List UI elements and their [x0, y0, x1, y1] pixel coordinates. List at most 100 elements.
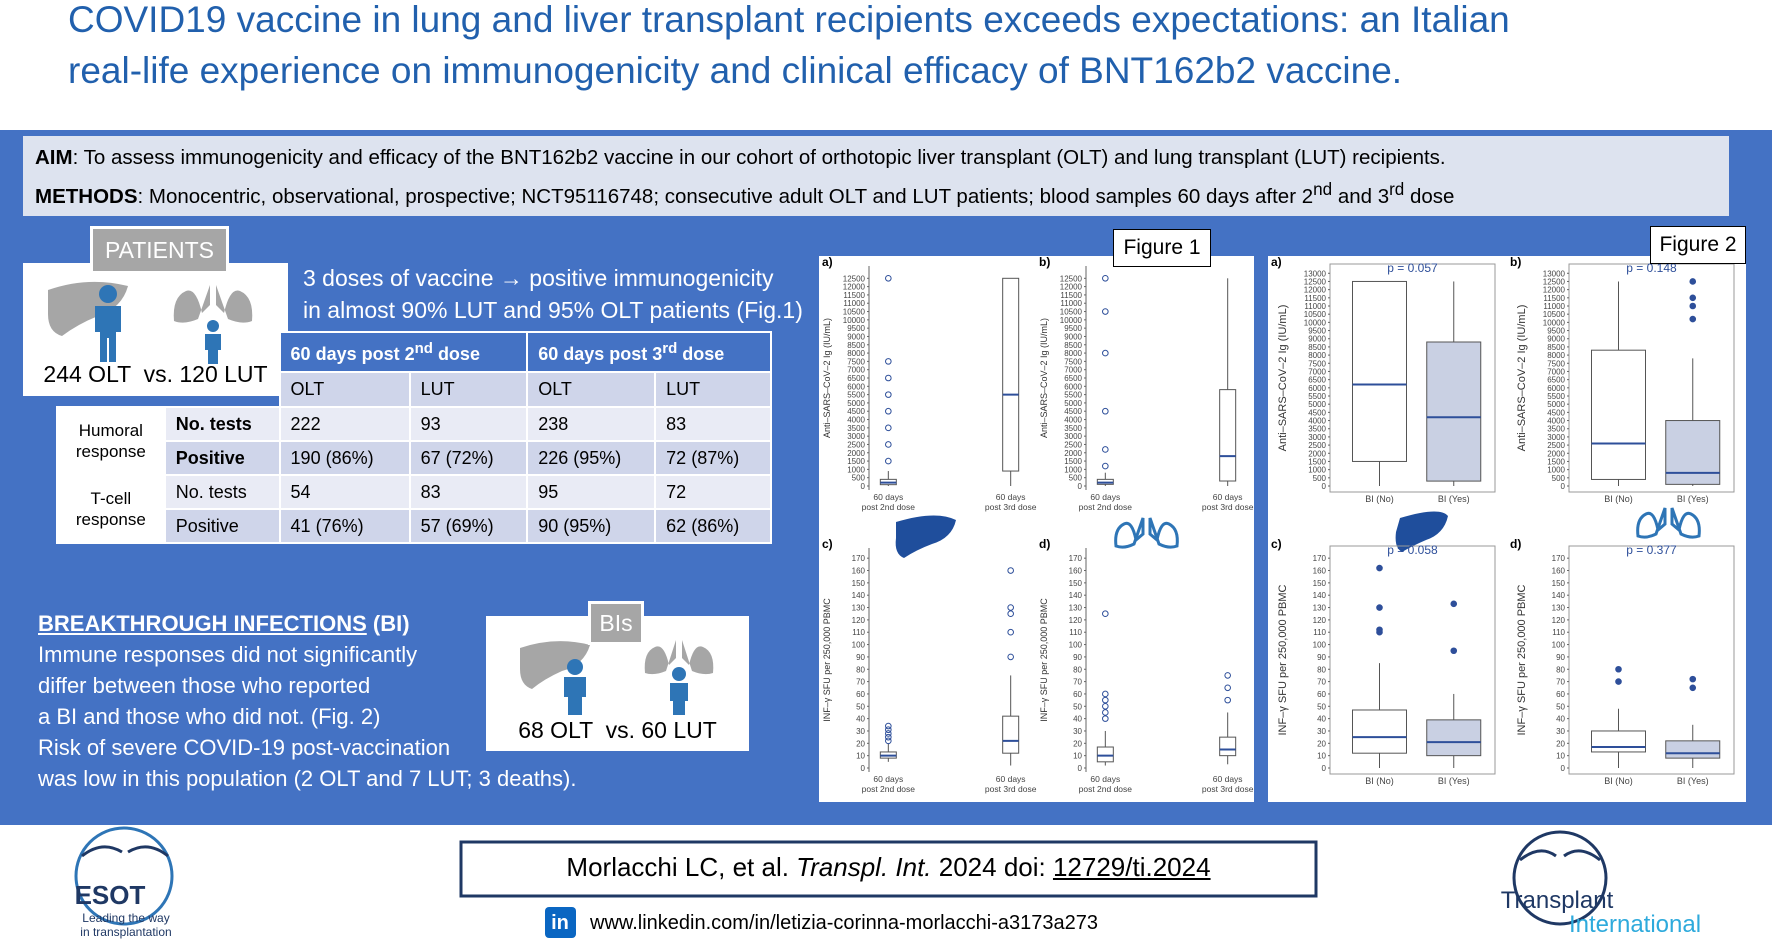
plot-frame [1568, 545, 1735, 775]
y-tick-label: 2000 [1308, 449, 1326, 458]
y-axis-title: INF–γ SFU per 250,000 PBMC [1039, 598, 1049, 722]
panel-label: a) [1271, 255, 1282, 269]
y-tick-label: 9000 [847, 332, 865, 341]
y-tick-label: 11000 [1304, 302, 1326, 311]
group-name: Humoral [78, 421, 143, 440]
y-tick-label: 3000 [1064, 432, 1082, 441]
year-doi: 2024 doi: [931, 852, 1053, 882]
y-tick-label: 150 [852, 579, 866, 588]
outlier [1102, 690, 1109, 698]
figure2-panel [1268, 256, 1746, 802]
header-text: dose [432, 343, 480, 364]
outlier [1450, 647, 1458, 655]
box [1219, 736, 1237, 757]
y-tick-label: 60 [1073, 690, 1082, 699]
y-tick-label: 90 [856, 653, 865, 662]
y-tick-label: 1000 [1547, 466, 1565, 475]
y-tick-label: 4000 [1064, 416, 1082, 425]
outlier [885, 733, 892, 741]
subheader-cell: OLT [278, 371, 411, 408]
outlier [885, 441, 892, 448]
lungs-icon [644, 640, 714, 675]
outlier [885, 722, 892, 730]
outlier [885, 374, 892, 382]
y-tick-label: 1000 [1308, 466, 1326, 475]
y-tick-label: 1500 [1064, 457, 1082, 466]
y-axis-title: Anti–SARS–CoV–2 Ig (IU/mL) [822, 318, 832, 438]
title-line: COVID19 vaccine in lung and liver transp… [68, 0, 1510, 40]
figure2-tab: Figure 2 [1650, 226, 1746, 264]
p-value: p = 0.148 [1626, 261, 1677, 275]
aim: AIM: To assess immunogenicity and effica… [35, 142, 1717, 174]
x-tick-label: 60 days [996, 774, 1026, 784]
y-tick-label: 130 [852, 604, 866, 613]
outlier [1102, 696, 1109, 704]
y-tick-label: 9500 [1547, 327, 1565, 336]
x-tick-label: post 3rd dose [1202, 784, 1254, 794]
figure1-panel [819, 256, 1254, 802]
box [1352, 709, 1407, 754]
y-tick-label: 30 [1317, 727, 1326, 736]
table-cell: 226 (95%) [526, 440, 657, 476]
y-tick-label: 5500 [847, 391, 865, 400]
y-tick-label: 12500 [1543, 277, 1566, 286]
y-tick-label: 6500 [1064, 374, 1082, 383]
patients-tab: PATIENTS [90, 226, 229, 274]
x-tick-label: post 2nd dose [1079, 502, 1133, 512]
y-tick-label: 70 [1556, 678, 1565, 687]
breakthrough: BREAKTHROUGH INFECTIONS (BI) Immune resp… [38, 608, 576, 794]
y-tick-label: 2000 [1547, 449, 1565, 458]
y-tick-label: 9000 [1064, 332, 1082, 341]
bi-line: a BI and those who did not. (Fig. 2) [38, 704, 381, 729]
highlight: 3 doses of vaccine → positive immunogeni… [303, 262, 803, 326]
y-tick-label: 170 [1313, 554, 1327, 563]
y-tick-label: 30 [856, 727, 865, 736]
y-tick-label: 150 [1069, 579, 1083, 588]
y-tick-label: 120 [1069, 616, 1083, 625]
y-tick-label: 40 [856, 715, 865, 724]
y-tick-label: 40 [1556, 715, 1565, 724]
y-tick-label: 5000 [1064, 399, 1082, 408]
doi[interactable]: 12729/ti.2024 [1052, 852, 1211, 882]
row-label: No. tests [163, 406, 281, 442]
y-tick-label: 4500 [1308, 408, 1326, 417]
outlier [885, 407, 892, 415]
sup: nd [414, 339, 433, 357]
methods-text: : Monocentric, observational, prospectiv… [137, 184, 1314, 208]
y-tick-label: 10 [1556, 752, 1565, 761]
table-cell: 222 [278, 406, 411, 442]
y-tick-label: 5500 [1308, 392, 1326, 401]
p-value: p = 0.058 [1387, 543, 1438, 557]
methods: METHODS: Monocentric, observational, pro… [35, 174, 1717, 208]
x-tick-label: BI (Yes) [1677, 494, 1709, 504]
x-tick-label: BI (Yes) [1677, 776, 1709, 786]
y-tick-label: 2500 [1547, 441, 1565, 450]
y-tick-label: 30 [1556, 727, 1565, 736]
esot-logo: ESOT Leading the way in transplantation [74, 826, 174, 939]
y-tick-label: 100 [852, 641, 866, 650]
bis-summary: 68 OLT vs. 60 LUT [518, 717, 717, 743]
y-tick-label: 60 [856, 690, 865, 699]
table-row: Positive 41 (76%) 57 (69%) 90 (95%) 62 (86%) [57, 508, 772, 544]
x-tick-label: BI (Yes) [1438, 494, 1470, 504]
patients-summary: 244 OLT vs. 120 LUT [43, 361, 268, 387]
y-tick-label: 7500 [847, 357, 865, 366]
y-tick-label: 13000 [1304, 269, 1327, 278]
y-tick-label: 12500 [843, 274, 866, 283]
table-cell: 67 (72%) [408, 440, 529, 476]
y-tick-label: 10000 [1543, 318, 1566, 327]
blank [57, 372, 280, 407]
y-axis-title: Anti–SARS–CoV–2 Ig (IU/mL) [1277, 305, 1289, 452]
outlier [885, 726, 892, 734]
small-person-icon [205, 320, 221, 364]
table-row: Positive 190 (86%) 67 (72%) 226 (95%) 72 (87… [57, 440, 772, 476]
y-tick-label: 0 [1078, 482, 1083, 491]
y-tick-label: 0 [861, 764, 866, 773]
linkedin-url: www.linkedin.com/in/letizia-corinna-morl… [589, 912, 1098, 934]
y-tick-label: 60 [1556, 690, 1565, 699]
title-line: real-life experience on immunogenicity a… [68, 50, 1403, 91]
methods-text: and 3 [1332, 184, 1390, 208]
y-tick-label: 0 [1322, 764, 1327, 773]
x-tick-label: BI (No) [1604, 776, 1633, 786]
plot-frame [1329, 545, 1496, 775]
